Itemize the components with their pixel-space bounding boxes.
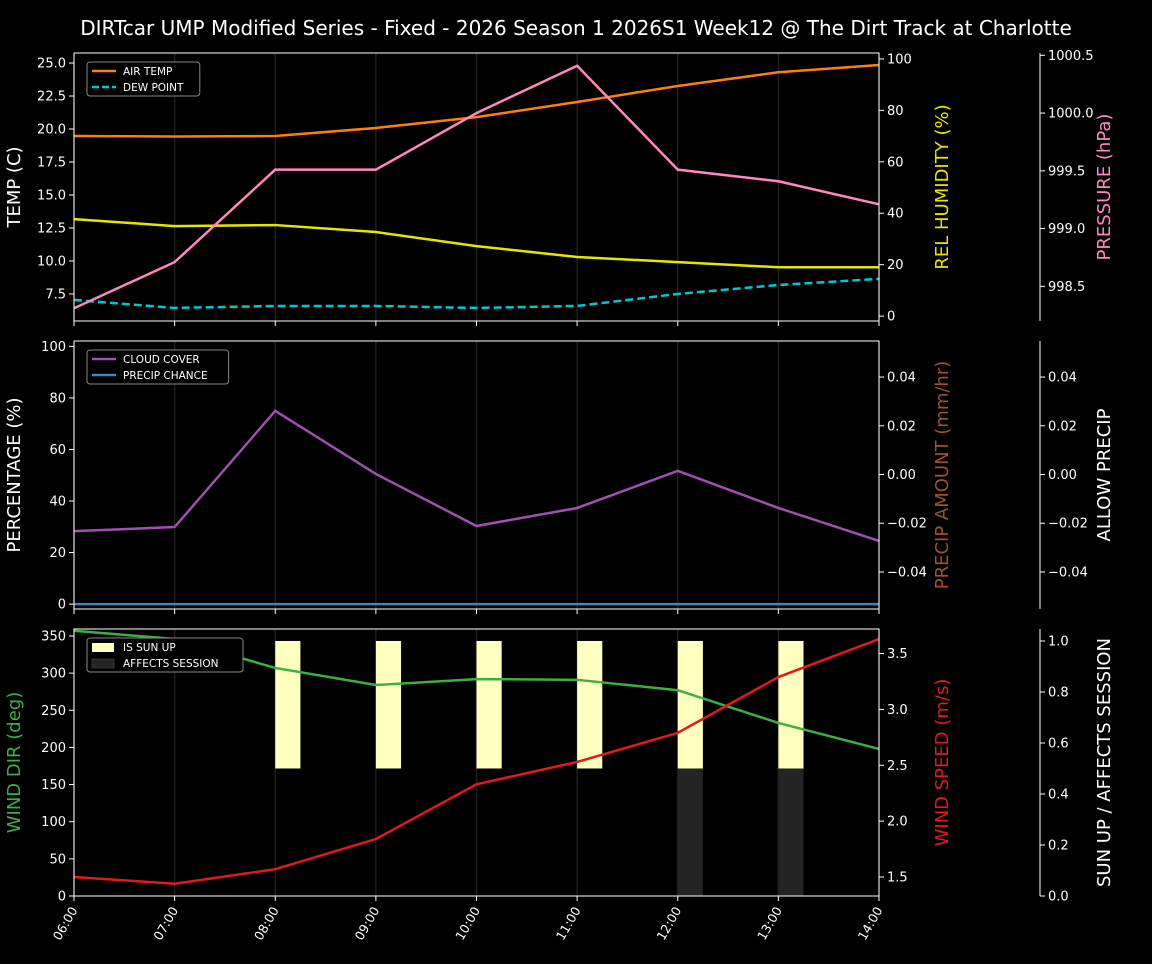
y-tick-label: −0.02 <box>887 517 927 532</box>
y-tick-label: 50 <box>49 852 66 867</box>
y-tick-label: 3.5 <box>887 647 908 662</box>
y-tick-label: 80 <box>49 391 66 406</box>
y-tick-label: 20 <box>887 258 904 273</box>
y-tick-label: 0.0 <box>1048 890 1069 905</box>
chart-title: DIRTcar UMP Modified Series - Fixed - 20… <box>80 16 1072 40</box>
bar-is-sun-up <box>778 641 803 769</box>
y-tick-label: 0.00 <box>887 468 916 483</box>
y-tick-label: 0 <box>58 890 66 905</box>
y-tick-label: 40 <box>887 207 904 222</box>
y-tick-label: 300 <box>41 667 66 682</box>
y-tick-label: 0.2 <box>1048 838 1069 853</box>
y-tick-label: 7.5 <box>45 287 66 302</box>
axis-label-pct: PERCENTAGE (%) <box>4 397 25 552</box>
y-tick-label: 0.6 <box>1048 736 1069 751</box>
y-tick-label: 999.5 <box>1048 164 1085 179</box>
y-tick-label: 1.0 <box>1048 634 1069 649</box>
axis-label-dir: WIND DIR (deg) <box>4 692 25 834</box>
y-tick-label: −0.04 <box>887 565 927 580</box>
legend-label: CLOUD COVER <box>123 354 200 366</box>
legend-label: IS SUN UP <box>123 642 176 654</box>
y-tick-label: 200 <box>41 741 66 756</box>
y-tick-label: 0 <box>58 598 66 613</box>
y-tick-label: 10.0 <box>37 254 66 269</box>
y-tick-label: 25.0 <box>37 57 66 72</box>
bar-is-sun-up <box>477 641 502 769</box>
legend-swatch <box>92 643 114 652</box>
bar-affects-session <box>778 768 803 896</box>
y-tick-label: 80 <box>887 104 904 119</box>
bar-is-sun-up <box>376 641 401 769</box>
y-tick-label: 1000.5 <box>1048 49 1094 64</box>
y-tick-label: 999.0 <box>1048 222 1085 237</box>
y-tick-label: 998.5 <box>1048 280 1085 295</box>
y-tick-label: 22.5 <box>37 90 66 105</box>
y-tick-label: 0.04 <box>1048 371 1077 386</box>
y-tick-label: 60 <box>49 443 66 458</box>
axis-label-pres: PRESSURE (hPa) <box>1094 114 1115 261</box>
y-tick-label: 3.0 <box>887 703 908 718</box>
axis-label-sun: SUN UP / AFFECTS SESSION <box>1094 638 1115 887</box>
legend-label: AFFECTS SESSION <box>123 658 219 670</box>
y-tick-label: 0.4 <box>1048 787 1069 802</box>
y-tick-label: 2.5 <box>887 759 908 774</box>
y-tick-label: 0.02 <box>887 419 916 434</box>
y-tick-label: 0.02 <box>1048 419 1077 434</box>
axis-label-temp: TEMP (C) <box>4 146 25 228</box>
y-tick-label: 1000.0 <box>1048 107 1094 122</box>
y-tick-label: 17.5 <box>37 155 66 170</box>
y-tick-label: 0 <box>887 310 895 325</box>
y-tick-label: 150 <box>41 778 66 793</box>
bar-is-sun-up <box>577 641 602 769</box>
axis-label-allow: ALLOW PRECIP <box>1094 408 1115 541</box>
legend-swatch <box>92 659 114 668</box>
y-tick-label: 20.0 <box>37 123 66 138</box>
y-tick-label: 100 <box>887 52 912 67</box>
legend-label: AIR TEMP <box>123 66 172 78</box>
y-tick-label: 100 <box>41 815 66 830</box>
y-tick-label: 0.04 <box>887 371 916 386</box>
legend-label: PRECIP CHANCE <box>123 370 208 382</box>
bar-is-sun-up <box>678 641 703 769</box>
axis-label-spd: WIND SPEED (m/s) <box>932 679 953 847</box>
legend-label: DEW POINT <box>123 82 184 94</box>
y-tick-label: −0.04 <box>1048 565 1088 580</box>
y-tick-label: 2.0 <box>887 815 908 830</box>
y-tick-label: 0.00 <box>1048 468 1077 483</box>
y-tick-label: 350 <box>41 629 66 644</box>
y-tick-label: 12.5 <box>37 221 66 236</box>
y-tick-label: 40 <box>49 495 66 510</box>
y-tick-label: 250 <box>41 704 66 719</box>
axis-label-rh: REL HUMIDITY (%) <box>932 104 953 269</box>
y-tick-label: 60 <box>887 155 904 170</box>
bar-is-sun-up <box>275 641 300 769</box>
axis-label-amt: PRECIP AMOUNT (mm/hr) <box>932 361 953 590</box>
y-tick-label: 15.0 <box>37 188 66 203</box>
y-tick-label: 0.8 <box>1048 685 1069 700</box>
y-tick-label: 1.5 <box>887 871 908 886</box>
bar-affects-session <box>678 768 703 896</box>
y-tick-label: 100 <box>41 340 66 355</box>
y-tick-label: 20 <box>49 546 66 561</box>
y-tick-label: −0.02 <box>1048 517 1088 532</box>
